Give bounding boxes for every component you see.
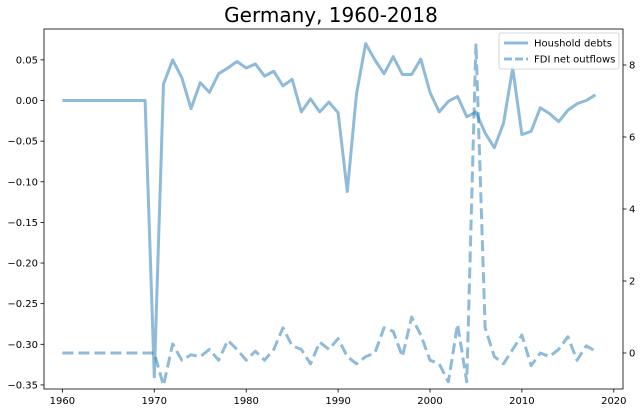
- x-tick-label: 2000: [417, 396, 442, 407]
- y-right-tick-label: 2: [629, 277, 635, 288]
- y-left-tick-label: −0.05: [7, 137, 38, 148]
- axes-frame: [43, 28, 624, 390]
- x-tick-label: 1990: [325, 396, 350, 407]
- legend-box: [498, 32, 620, 70]
- y-right-tick-label: 6: [629, 133, 635, 144]
- x-tick-label: 2010: [509, 396, 534, 407]
- x-tick-label: 1980: [233, 396, 258, 407]
- y-left-tick-label: 0.00: [16, 96, 38, 107]
- y-left-tick-label: −0.20: [7, 259, 38, 270]
- legend-label: Houshold debts: [534, 39, 612, 50]
- plot-area: 1960 1970 1980 1990 2000 2010 2020 0.05 0.00 −0.0…: [7, 28, 635, 407]
- y-right-tick-label: 4: [629, 205, 635, 216]
- series-line-houshold-debts: [62, 42, 597, 379]
- series-line-fdi-net-outflows: [62, 41, 597, 387]
- x-tick-label: 1960: [50, 396, 75, 407]
- y-left-tick-label: −0.15: [7, 218, 38, 229]
- x-tick-label: 2020: [601, 396, 626, 407]
- y-right-tick-label: 0: [629, 349, 635, 360]
- chart-title: Germany, 1960-2018: [224, 3, 438, 27]
- y-left-tick-label: −0.25: [7, 299, 38, 310]
- legend-label: FDI net outflows: [534, 55, 615, 66]
- y-left-tick-label: −0.35: [7, 380, 38, 391]
- y-left-tick-label: −0.30: [7, 340, 38, 351]
- legend: Houshold debts FDI net outflows: [498, 32, 620, 70]
- x-tick-label: 1970: [142, 396, 167, 407]
- y-right-tick-label: 8: [629, 61, 635, 72]
- y-left-tick-label: −0.10: [7, 177, 38, 188]
- y-left-tick-label: 0.05: [16, 55, 38, 66]
